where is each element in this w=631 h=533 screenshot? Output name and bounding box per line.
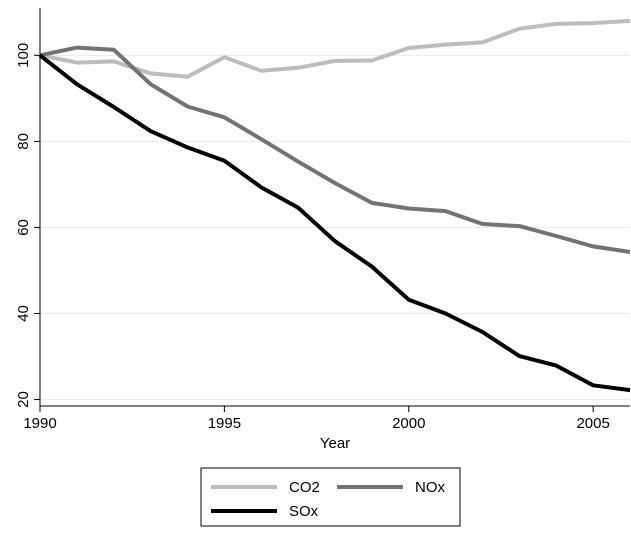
x-tick-label-2000: 2000 (392, 415, 425, 432)
x-ticks: 1990 1995 2000 2005 (23, 406, 610, 432)
grid-lines (40, 54, 630, 401)
legend-items: CO2 NOx SOx (211, 479, 446, 520)
series-lines (38, 18, 631, 393)
y-tick-label-80: 80 (15, 133, 32, 150)
x-tick-label-1990: 1990 (23, 415, 56, 432)
y-tick-label-20: 20 (15, 391, 32, 408)
axes (39, 8, 630, 407)
legend: CO2 NOx SOx (200, 467, 461, 527)
legend-label-sox: SOx (289, 503, 319, 520)
x-axis-title: Year (320, 435, 350, 452)
y-tick-label-60: 60 (15, 219, 32, 236)
series-line-co2 (39, 18, 631, 79)
legend-box (200, 467, 461, 527)
legend-label-co2: CO2 (289, 479, 320, 496)
x-tick-label-2005: 2005 (576, 415, 609, 432)
legend-label-nox: NOx (415, 479, 446, 496)
x-tick-label-1995: 1995 (208, 415, 241, 432)
series-line-sox (38, 53, 631, 393)
y-ticks: 20 40 60 80 100 (15, 43, 40, 408)
series-line-nox (39, 45, 631, 254)
y-tick-label-100: 100 (15, 43, 32, 68)
y-tick-label-40: 40 (15, 305, 32, 322)
